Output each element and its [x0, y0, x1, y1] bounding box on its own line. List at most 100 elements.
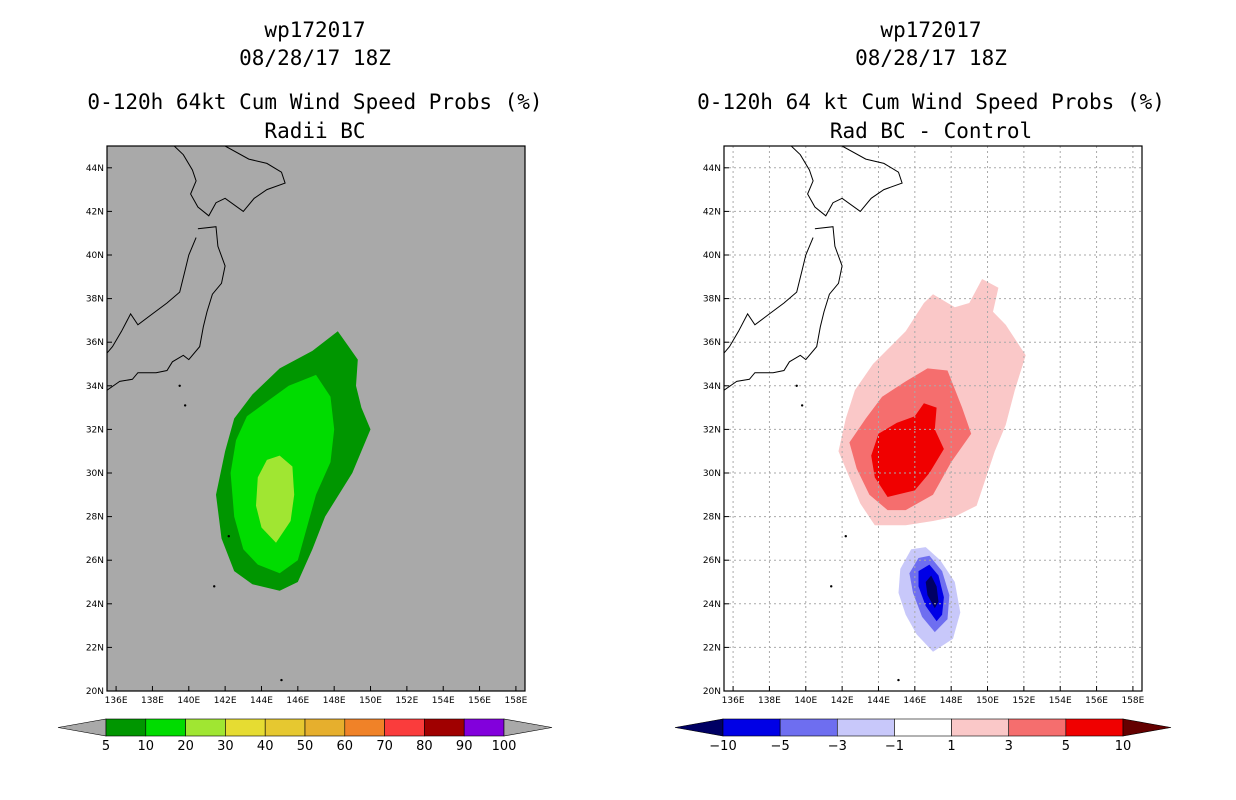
left-island: [227, 535, 230, 538]
right-y-tick-label: 32N: [703, 425, 721, 435]
right-y-tick-label: 24N: [703, 600, 721, 610]
right-colorbar-box: [779, 718, 838, 737]
right-x-tick-label: 146E: [903, 696, 926, 706]
left-contour-20-30: [256, 455, 295, 543]
left-y-tick-label: 38N: [86, 295, 104, 305]
right-title-line-4: Rad BC - Control: [829, 119, 1033, 143]
right-colorbar-box: [1065, 718, 1124, 737]
right-x-tick-label: 154E: [1049, 696, 1072, 706]
left-x-tick-label: 140E: [177, 696, 200, 706]
left-colorbar-label: 100: [492, 739, 517, 754]
right-y-tick-label: 28N: [703, 513, 721, 523]
right-colorbar-label: −10: [709, 739, 736, 754]
right-colorbar-under-arrow: [674, 718, 724, 737]
right-colorbar-label: 10: [1115, 739, 1132, 754]
left-x-tick-label: 138E: [141, 696, 164, 706]
right-title-line-3: 0-120h 64 kt Cum Wind Speed Probs (%): [697, 90, 1165, 114]
left-y-tick-label: 22N: [86, 643, 104, 653]
left-colorbar-box: [264, 718, 306, 737]
right-contour-<-10: [925, 575, 939, 609]
right-colorbar-box: [894, 718, 952, 737]
left-colorbar-label: 70: [376, 739, 393, 754]
left-x-tick-label: 144E: [250, 696, 273, 706]
left-colorbar-label: 90: [456, 739, 473, 754]
right-y-tick-label: 40N: [703, 251, 721, 261]
right-y-tick-label: 34N: [703, 382, 721, 392]
right-x-tick-label: 142E: [831, 696, 854, 706]
left-colorbar-box: [463, 718, 505, 737]
left-title-line-4: Radii BC: [264, 119, 366, 143]
right-y-tick-label: 26N: [703, 556, 721, 566]
left-map-frame: [106, 145, 526, 692]
left-x-tick-label: 148E: [323, 696, 346, 706]
left-colorbar-label: 80: [416, 739, 433, 754]
left-y-tick-label: 24N: [86, 600, 104, 610]
right-coastline: [724, 226, 843, 391]
right-colorbar-box: [1008, 718, 1067, 737]
right-map-frame: [723, 145, 1143, 692]
right-island: [795, 384, 798, 387]
right-colorbar-label: 3: [1005, 739, 1013, 754]
left-y-tick-label: 30N: [86, 469, 104, 479]
left-x-tick-label: 158E: [504, 696, 527, 706]
right-colorbar-box: [836, 718, 895, 737]
right-y-tick-label: 20N: [703, 687, 721, 697]
left-y-tick-label: 32N: [86, 425, 104, 435]
right-colorbar-label: −1: [885, 739, 904, 754]
left-y-tick-label: 42N: [86, 207, 104, 217]
right-coastline: [790, 146, 903, 217]
left-x-tick-label: 154E: [432, 696, 455, 706]
left-map-layer: [107, 146, 371, 682]
left-title-line-2: 08/28/17 18Z: [239, 46, 391, 70]
left-x-tick-label: 150E: [359, 696, 382, 706]
left-colorbar-label: 50: [297, 739, 314, 754]
right-y-tick-label: 38N: [703, 295, 721, 305]
left-colorbar-under-arrow: [57, 718, 107, 737]
left-colorbar-box: [424, 718, 465, 737]
left-island: [280, 678, 283, 682]
right-island: [844, 535, 847, 538]
left-coastline: [173, 146, 286, 217]
right-y-tick-label: 22N: [703, 643, 721, 653]
right-x-tick-label: 158E: [1121, 696, 1144, 706]
right-colorbar-label: 5: [1062, 739, 1070, 754]
right-island: [830, 585, 833, 588]
left-coastline: [107, 237, 197, 354]
right-colorbar-label: −3: [828, 739, 847, 754]
left-colorbar-box: [145, 718, 186, 737]
left-y-tick-label: 28N: [86, 513, 104, 523]
right-island: [897, 678, 900, 682]
left-colorbar-label: 5: [102, 739, 110, 754]
left-colorbar-box: [185, 718, 226, 737]
right-x-tick-label: 140E: [794, 696, 817, 706]
left-y-tick-label: 40N: [86, 251, 104, 261]
left-title-line-1: wp172017: [264, 18, 366, 42]
right-x-tick-label: 144E: [867, 696, 890, 706]
left-title-line-3: 0-120h 64kt Cum Wind Speed Probs (%): [87, 90, 543, 114]
right-x-tick-label: 136E: [722, 696, 745, 706]
right-colorbar-over-arrow: [1122, 718, 1172, 737]
left-y-tick-label: 20N: [86, 687, 104, 697]
left-x-tick-label: 136E: [105, 696, 128, 706]
left-y-tick-label: 36N: [86, 338, 104, 348]
left-x-tick-label: 156E: [468, 696, 491, 706]
right-map-layer: [724, 146, 1142, 691]
left-x-tick-label: 152E: [395, 696, 418, 706]
left-coastline: [107, 226, 226, 391]
left-colorbar-box: [384, 718, 425, 737]
right-coastline: [724, 237, 814, 354]
left-y-tick-label: 26N: [86, 556, 104, 566]
right-title-line-1: wp172017: [880, 18, 982, 42]
right-x-tick-label: 148E: [940, 696, 963, 706]
left-island: [178, 384, 181, 387]
left-colorbar-box: [304, 718, 346, 737]
left-colorbar-label: 10: [138, 739, 155, 754]
right-island: [800, 404, 804, 407]
left-island: [183, 404, 187, 407]
right-contour-5-10: [871, 403, 944, 497]
left-x-tick-label: 146E: [286, 696, 309, 706]
left-colorbar-box: [105, 718, 147, 737]
left-x-tick-label: 142E: [214, 696, 237, 706]
left-colorbar-box: [225, 718, 266, 737]
